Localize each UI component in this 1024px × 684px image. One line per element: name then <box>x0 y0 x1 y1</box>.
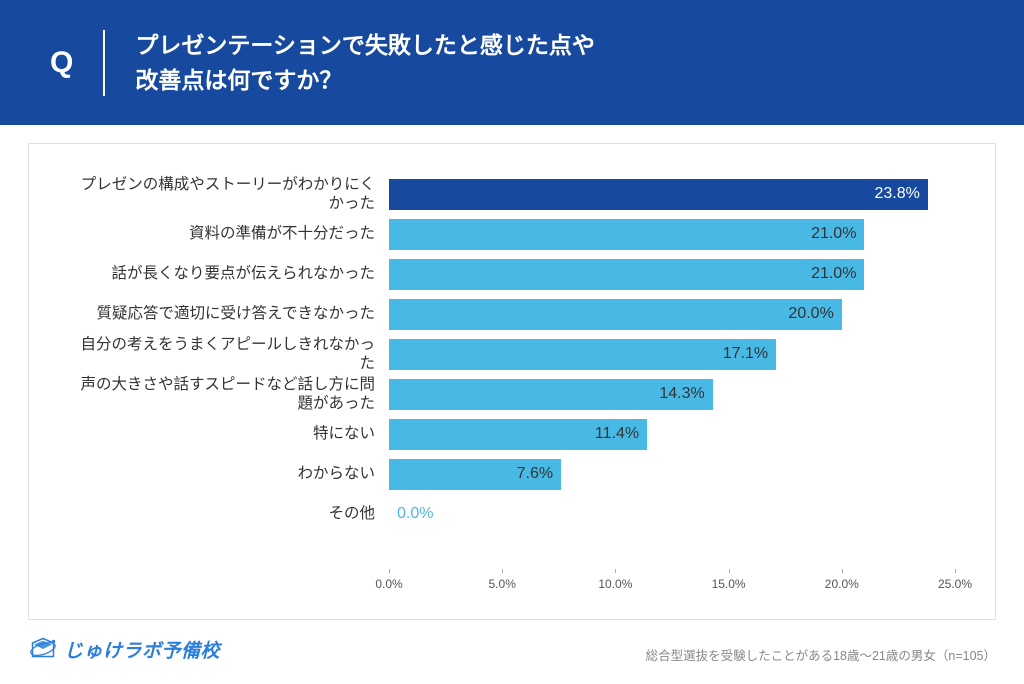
chart-row: 質疑応答で適切に受け答えできなかった 20.0% <box>69 294 955 334</box>
bar: 7.6% <box>389 459 561 490</box>
x-tick-mark <box>615 569 616 573</box>
x-tick-label: 20.0% <box>825 577 859 591</box>
x-tick-label: 25.0% <box>938 577 972 591</box>
bar-track: 17.1% <box>389 334 955 374</box>
bar-value-label: 17.1% <box>723 345 768 363</box>
x-tick-mark <box>729 569 730 573</box>
chart-row: 自分の考えをうまくアピールしきれなかった 17.1% <box>69 334 955 374</box>
bar-value-label: 20.0% <box>788 305 833 323</box>
x-tick-mark <box>955 569 956 573</box>
footer: じゅけラボ予備校 総合型選抜を受験したことがある18歳～21歳の男女（n=105… <box>0 634 1024 684</box>
bar: 23.8% <box>389 179 928 210</box>
bar-track: 21.0% <box>389 254 955 294</box>
bar-label: 資料の準備が不十分だった <box>69 224 389 243</box>
x-tick-label: 0.0% <box>375 577 402 591</box>
bar: 21.0% <box>389 219 864 250</box>
bar-label: 質疑応答で適切に受け答えできなかった <box>69 304 389 323</box>
bar: 21.0% <box>389 259 864 290</box>
footer-note: 総合型選抜を受験したことがある18歳～21歳の男女（n=105） <box>646 645 996 664</box>
bar-value-label: 21.0% <box>811 265 856 283</box>
x-axis-ticks: 0.0%5.0%10.0%15.0%20.0%25.0% <box>389 571 955 599</box>
bar-track: 11.4% <box>389 414 955 454</box>
bar-label: 声の大きさや話すスピードなど話し方に問題があった <box>69 375 389 414</box>
bar: 17.1% <box>389 339 776 370</box>
bar-track: 7.6% <box>389 454 955 494</box>
chart-row: 声の大きさや話すスピードなど話し方に問題があった 14.3% <box>69 374 955 414</box>
x-tick-label: 15.0% <box>712 577 746 591</box>
bar-value-label: 7.6% <box>517 465 553 483</box>
x-tick-label: 10.0% <box>598 577 632 591</box>
chart-row: プレゼンの構成やストーリーがわかりにくかった 23.8% <box>69 174 955 214</box>
bar-track: 21.0% <box>389 214 955 254</box>
page: Q プレゼンテーションで失敗したと感じた点や改善点は何ですか？ プレゼンの構成や… <box>0 0 1024 684</box>
chart-row: 話が長くなり要点が伝えられなかった 21.0% <box>69 254 955 294</box>
chart-row: わからない 7.6% <box>69 454 955 494</box>
logo-text: じゅけラボ予備校 <box>64 636 220 663</box>
bar-label: 話が長くなり要点が伝えられなかった <box>69 264 389 283</box>
bar-track: 23.8% <box>389 174 955 214</box>
header-divider <box>103 30 105 96</box>
x-tick-mark <box>502 569 503 573</box>
x-tick-mark <box>842 569 843 573</box>
bar-track: 0.0% <box>389 494 955 534</box>
bar: 14.3% <box>389 379 713 410</box>
logo-icon <box>28 634 58 664</box>
bar-track: 14.3% <box>389 374 955 414</box>
logo: じゅけラボ予備校 <box>28 634 220 664</box>
x-axis: 0.0%5.0%10.0%15.0%20.0%25.0% <box>69 571 955 599</box>
bar-value-label: 11.4% <box>595 425 639 443</box>
bar-label: プレゼンの構成やストーリーがわかりにくかった <box>69 175 389 214</box>
bar-track: 20.0% <box>389 294 955 334</box>
question-title: プレゼンテーションで失敗したと感じた点や改善点は何ですか？ <box>135 28 595 97</box>
bar-value-label: 0.0% <box>397 505 433 523</box>
chart-container: プレゼンの構成やストーリーがわかりにくかった 23.8% 資料の準備が不十分だった 2… <box>28 143 996 620</box>
x-tick-label: 5.0% <box>489 577 516 591</box>
chart-area: プレゼンの構成やストーリーがわかりにくかった 23.8% 資料の準備が不十分だった 2… <box>69 174 955 571</box>
question-header: Q プレゼンテーションで失敗したと感じた点や改善点は何ですか？ <box>0 0 1024 125</box>
bar-value-label: 23.8% <box>874 185 919 203</box>
bar-label: 特にない <box>69 424 389 443</box>
bar: 20.0% <box>389 299 842 330</box>
bar-label: その他 <box>69 504 389 523</box>
x-tick-mark <box>389 569 390 573</box>
axis-spacer <box>69 571 389 599</box>
chart-row: その他 0.0% <box>69 494 955 534</box>
bar-value-label: 14.3% <box>659 385 704 403</box>
question-badge: Q <box>50 46 103 80</box>
chart-row: 特にない 11.4% <box>69 414 955 454</box>
chart-row: 資料の準備が不十分だった 21.0% <box>69 214 955 254</box>
bar-label: わからない <box>69 464 389 483</box>
bar-value-label: 21.0% <box>811 225 856 243</box>
bar-label: 自分の考えをうまくアピールしきれなかった <box>69 335 389 374</box>
bar: 11.4% <box>389 419 647 450</box>
